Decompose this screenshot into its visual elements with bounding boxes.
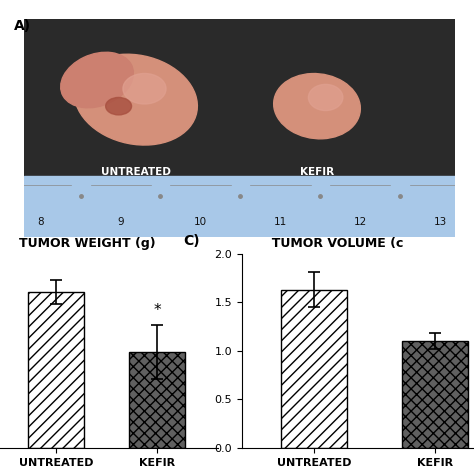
Bar xyxy=(281,290,347,448)
Text: C): C) xyxy=(183,234,200,248)
Ellipse shape xyxy=(273,73,360,139)
Bar xyxy=(28,292,84,448)
Text: 9: 9 xyxy=(118,217,124,227)
Text: 8: 8 xyxy=(37,217,44,227)
Text: 13: 13 xyxy=(433,217,447,227)
Text: 10: 10 xyxy=(194,217,207,227)
Bar xyxy=(129,352,185,448)
Bar xyxy=(24,176,455,237)
Text: TUMOR WEIGHT (g): TUMOR WEIGHT (g) xyxy=(19,237,155,250)
Text: 12: 12 xyxy=(354,217,367,227)
Text: KEFIR: KEFIR xyxy=(300,166,334,177)
Bar xyxy=(24,19,455,182)
Text: *: * xyxy=(154,303,161,318)
Ellipse shape xyxy=(123,73,166,104)
Ellipse shape xyxy=(106,98,131,115)
Text: A): A) xyxy=(14,19,31,33)
Ellipse shape xyxy=(309,84,343,110)
Text: UNTREATED: UNTREATED xyxy=(101,166,171,177)
Bar xyxy=(401,341,468,448)
Text: TUMOR VOLUME (c: TUMOR VOLUME (c xyxy=(263,237,403,250)
Ellipse shape xyxy=(61,52,133,108)
Ellipse shape xyxy=(74,54,197,145)
Text: 11: 11 xyxy=(273,217,287,227)
